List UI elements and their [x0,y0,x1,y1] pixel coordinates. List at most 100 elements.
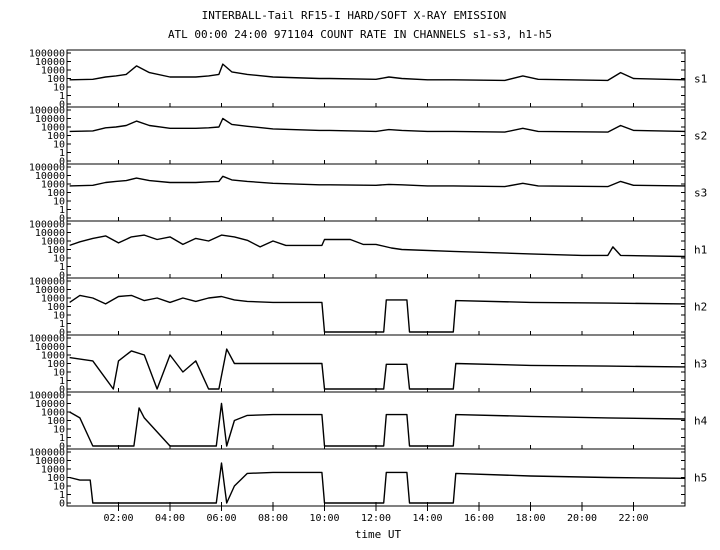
x-tick-label: 20:00 [567,513,597,524]
y-tick-label: 10000 [35,456,65,467]
y-tick-label: 1000 [41,351,65,362]
x-tick-label: 10:00 [309,513,339,524]
y-tick-label: 100000 [29,106,65,117]
panel-frame [66,391,686,450]
panel-frame [66,163,686,222]
series-line-h3 [69,348,686,390]
panel-frame [66,106,686,165]
y-tick-label: 1000 [41,294,65,305]
chart-title: INTERBALL-Tail RF15-I HARD/SOFT X-RAY EM… [202,9,507,22]
y-tick-label: 0 [59,328,65,339]
y-tick-label: 1 [59,433,65,444]
y-tick-label: 10 [53,368,65,379]
y-tick-label: 0 [59,385,65,396]
y-tick-label: 1 [59,490,65,501]
series-line-h5 [69,462,686,504]
y-tick-label: 1000 [41,123,65,134]
x-tick-label: 06:00 [206,513,236,524]
y-tick-label: 0 [59,271,65,282]
series-line-s3 [69,175,686,188]
x-tick-label: 14:00 [412,513,442,524]
y-tick-label: 10000 [35,171,65,182]
y-tick-label: 1 [59,205,65,216]
x-tick-label: 22:00 [618,513,648,524]
y-tick-label: 10000 [35,285,65,296]
y-tick-label: 10 [53,140,65,151]
y-tick-label: 100000 [29,391,65,402]
series-label-h3: h3 [694,358,707,371]
series-label-h5: h5 [694,472,707,485]
y-tick-label: 100000 [29,448,65,459]
y-tick-label: 1000 [41,180,65,191]
y-tick-label: 1000 [41,465,65,476]
y-tick-label: 1000 [41,66,65,77]
y-tick-label: 0 [59,442,65,453]
y-tick-label: 10 [53,83,65,94]
x-tick-label: 08:00 [258,513,288,524]
panel-frame [66,49,686,108]
series-line-s2 [69,117,686,133]
y-tick-label: 100000 [29,277,65,288]
y-tick-label: 100 [47,188,65,199]
y-tick-label: 100000 [29,163,65,174]
series-label-h1: h1 [694,244,707,257]
y-tick-label: 0 [59,157,65,168]
x-tick-label: 04:00 [155,513,185,524]
y-tick-label: 0 [59,214,65,225]
y-tick-label: 1000 [41,237,65,248]
y-tick-label: 1 [59,91,65,102]
y-tick-label: 10000 [35,228,65,239]
series-line-h4 [69,402,686,447]
y-tick-label: 100000 [29,334,65,345]
x-axis-label: time UT [355,528,402,541]
series-line-s1 [69,63,686,82]
y-tick-label: 10 [53,311,65,322]
y-tick-label: 1000 [41,408,65,419]
y-tick-label: 0 [59,499,65,510]
y-tick-label: 100 [47,359,65,370]
panel-frame [66,220,686,279]
y-tick-label: 100000 [29,49,65,60]
y-tick-label: 100 [47,416,65,427]
y-tick-label: 100 [47,302,65,313]
x-tick-label: 02:00 [103,513,133,524]
y-tick-label: 10 [53,425,65,436]
y-tick-label: 1 [59,148,65,159]
y-tick-label: 10000 [35,114,65,125]
x-tick-label: 18:00 [515,513,545,524]
y-tick-label: 100 [47,131,65,142]
series-line-h1 [69,234,686,258]
y-tick-label: 10 [53,482,65,493]
y-tick-label: 100 [47,245,65,256]
y-tick-label: 10 [53,254,65,265]
x-tick-label: 16:00 [464,513,494,524]
y-tick-label: 1 [59,376,65,387]
x-axis: 02:00 04:00 06:00 08:00 10:00 12:00 14:00 16:00… [103,506,649,524]
y-tick-label: 10000 [35,342,65,353]
y-tick-label: 100 [47,74,65,85]
y-tick-label: 10 [53,197,65,208]
series-label-s1: s1 [694,73,707,86]
y-tick-label: 0 [59,100,65,111]
x-tick-label: 12:00 [361,513,391,524]
y-tick-label: 100000 [29,220,65,231]
panel-frame [66,277,686,336]
y-tick-label: 10000 [35,57,65,68]
y-tick-label: 1 [59,262,65,273]
y-tick-label: 1 [59,319,65,330]
y-tick-label: 10000 [35,399,65,410]
chart-subtitle: ATL 00:00 24:00 971104 COUNT RATE IN CHA… [168,28,552,41]
series-label-s2: s2 [694,130,707,143]
panels: 1000001000010001001010s11000001000010001… [29,49,708,510]
series-label-h2: h2 [694,301,707,314]
series-label-h4: h4 [694,415,708,428]
